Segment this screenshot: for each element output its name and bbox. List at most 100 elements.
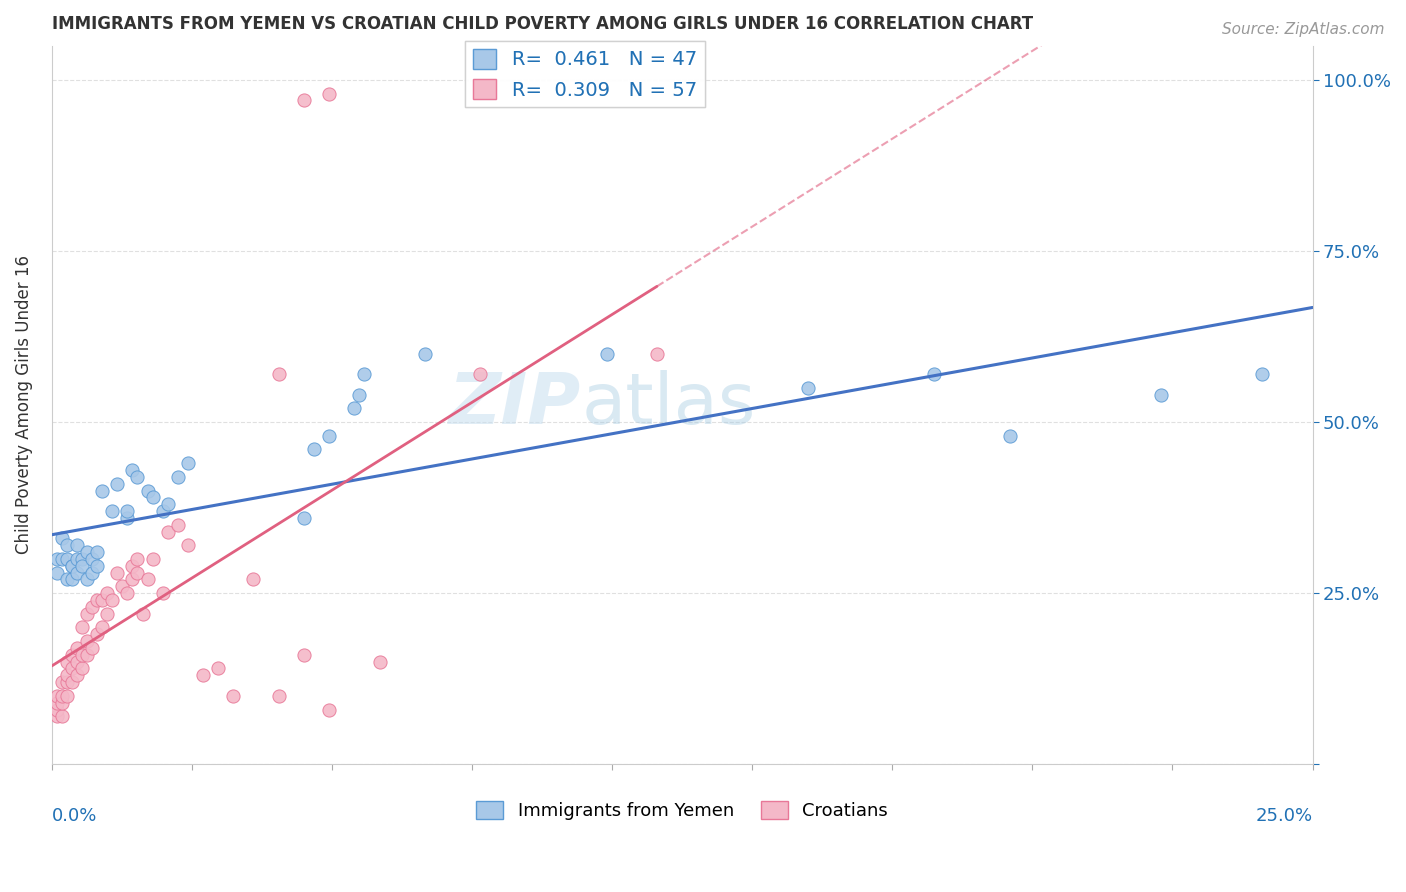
Point xyxy=(82,552,104,566)
Point xyxy=(292,648,315,662)
Point xyxy=(45,552,67,566)
Point xyxy=(121,558,143,573)
Point xyxy=(101,504,124,518)
Point xyxy=(45,689,67,703)
Point xyxy=(91,483,114,498)
Point xyxy=(117,586,139,600)
Y-axis label: Child Poverty Among Girls Under 16: Child Poverty Among Girls Under 16 xyxy=(15,255,32,555)
Point xyxy=(267,689,290,703)
Point xyxy=(127,552,149,566)
Point xyxy=(76,545,98,559)
Text: 0.0%: 0.0% xyxy=(52,807,97,825)
Point xyxy=(45,709,67,723)
Point xyxy=(60,661,83,675)
Point xyxy=(117,511,139,525)
Point xyxy=(191,668,214,682)
Point xyxy=(51,709,73,723)
Point xyxy=(70,620,93,634)
Point xyxy=(56,668,79,682)
Point xyxy=(76,573,98,587)
Point xyxy=(56,573,79,587)
Point xyxy=(105,476,128,491)
Point xyxy=(96,607,118,621)
Point xyxy=(51,689,73,703)
Point xyxy=(60,573,83,587)
Point xyxy=(131,607,153,621)
Point xyxy=(207,661,229,675)
Point xyxy=(56,552,79,566)
Point xyxy=(349,387,371,401)
Point xyxy=(51,552,73,566)
Point xyxy=(66,566,89,580)
Point xyxy=(166,470,188,484)
Point xyxy=(51,532,73,546)
Point xyxy=(86,593,108,607)
Point xyxy=(56,675,79,690)
Point xyxy=(127,470,149,484)
Text: ZIP: ZIP xyxy=(449,370,581,440)
Point xyxy=(292,511,315,525)
Point xyxy=(645,346,668,360)
Point xyxy=(166,517,188,532)
Point xyxy=(70,552,93,566)
Point xyxy=(156,524,179,539)
Point xyxy=(66,640,89,655)
Point xyxy=(353,367,375,381)
Point xyxy=(1251,367,1274,381)
Point xyxy=(121,463,143,477)
Point xyxy=(267,367,290,381)
Point xyxy=(222,689,245,703)
Point xyxy=(142,552,165,566)
Text: Source: ZipAtlas.com: Source: ZipAtlas.com xyxy=(1222,22,1385,37)
Point xyxy=(45,696,67,710)
Point xyxy=(66,655,89,669)
Point xyxy=(242,573,264,587)
Point xyxy=(1150,387,1173,401)
Point xyxy=(368,655,391,669)
Point xyxy=(86,627,108,641)
Point xyxy=(51,675,73,690)
Point xyxy=(66,538,89,552)
Point xyxy=(76,648,98,662)
Point xyxy=(177,456,200,470)
Point xyxy=(142,491,165,505)
Point xyxy=(136,573,159,587)
Point xyxy=(318,87,340,101)
Point xyxy=(70,558,93,573)
Text: 25.0%: 25.0% xyxy=(1256,807,1313,825)
Point xyxy=(66,668,89,682)
Point xyxy=(177,538,200,552)
Point xyxy=(91,620,114,634)
Text: IMMIGRANTS FROM YEMEN VS CROATIAN CHILD POVERTY AMONG GIRLS UNDER 16 CORRELATION: IMMIGRANTS FROM YEMEN VS CROATIAN CHILD … xyxy=(52,15,1033,33)
Point xyxy=(45,566,67,580)
Point xyxy=(127,566,149,580)
Point xyxy=(156,497,179,511)
Point xyxy=(76,634,98,648)
Legend: R=  0.461   N = 47, R=  0.309   N = 57: R= 0.461 N = 47, R= 0.309 N = 57 xyxy=(465,41,704,107)
Point xyxy=(45,702,67,716)
Point xyxy=(924,367,946,381)
Point xyxy=(70,661,93,675)
Point xyxy=(413,346,436,360)
Point xyxy=(60,558,83,573)
Point xyxy=(60,558,83,573)
Text: atlas: atlas xyxy=(581,370,755,440)
Point xyxy=(86,558,108,573)
Point xyxy=(82,640,104,655)
Point xyxy=(152,504,174,518)
Point xyxy=(56,538,79,552)
Point xyxy=(797,381,820,395)
Point xyxy=(56,655,79,669)
Point xyxy=(86,545,108,559)
Point xyxy=(292,94,315,108)
Point xyxy=(595,346,617,360)
Point xyxy=(318,702,340,716)
Point xyxy=(70,648,93,662)
Point xyxy=(121,573,143,587)
Point xyxy=(60,675,83,690)
Point xyxy=(96,586,118,600)
Point xyxy=(105,566,128,580)
Point xyxy=(82,566,104,580)
Point xyxy=(470,367,492,381)
Point xyxy=(60,648,83,662)
